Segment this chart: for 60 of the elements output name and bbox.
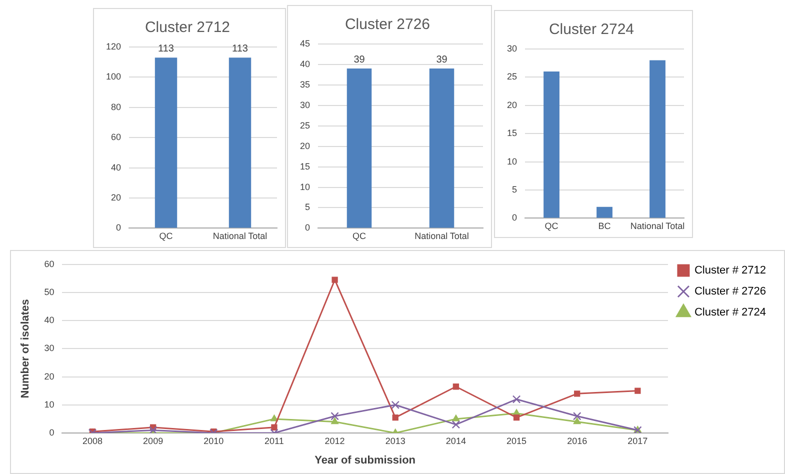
y-tick-label: 10 xyxy=(506,156,518,166)
y-tick-label: 5 xyxy=(304,202,310,212)
x-tick-label: 2013 xyxy=(385,436,406,446)
y-tick-label: 60 xyxy=(44,258,54,269)
x-tick-label: 2008 xyxy=(82,436,103,446)
y-tick-label: 30 xyxy=(44,343,54,354)
y-tick-label: 0 xyxy=(512,212,518,223)
x-tick-label: QC xyxy=(352,231,367,242)
y-tick-label: 0 xyxy=(304,222,310,233)
y-axis-title: Number of isolates xyxy=(20,299,32,398)
data-label: 113 xyxy=(232,43,248,54)
x-tick-label: 2016 xyxy=(567,436,588,446)
y-tick-label: 10 xyxy=(44,399,54,410)
x-tick-label: BC xyxy=(598,221,612,232)
x-tick-label: 2017 xyxy=(628,436,648,446)
x-tick-label: 2011 xyxy=(264,436,284,446)
x-tick-label: 2010 xyxy=(204,436,224,446)
x-tick-label: 2009 xyxy=(143,436,164,446)
y-tick-label: 0 xyxy=(49,427,54,438)
y-tick-label: 20 xyxy=(44,371,54,382)
x-tick-label: National Total xyxy=(414,231,469,242)
x-tick-label: QC xyxy=(544,221,559,232)
chart-title: Cluster 2726 xyxy=(344,16,430,34)
x-tick-label: QC xyxy=(159,231,174,242)
y-tick-label: 20 xyxy=(300,140,310,151)
y-tick-label: 40 xyxy=(300,58,310,69)
x-tick-label: 2012 xyxy=(324,436,345,446)
y-tick-label: 35 xyxy=(300,79,310,90)
x-tick-label: National Total xyxy=(630,221,685,232)
y-tick-label: 30 xyxy=(300,100,310,110)
chart-title: Cluster 2724 xyxy=(548,21,634,38)
data-label: 113 xyxy=(158,43,174,54)
legend-label: Cluster # 2724 xyxy=(694,306,766,319)
y-tick-label: 120 xyxy=(106,41,122,52)
chart-title: Cluster 2712 xyxy=(144,19,230,36)
y-tick-label: 25 xyxy=(506,72,518,82)
y-tick-label: 5 xyxy=(512,184,518,194)
y-tick-label: 15 xyxy=(506,128,518,138)
y-tick-label: 80 xyxy=(111,102,122,112)
y-tick-label: 20 xyxy=(111,192,122,202)
data-label: 39 xyxy=(436,54,448,66)
legend-label: Cluster # 2712 xyxy=(694,264,766,277)
x-tick-label: 2014 xyxy=(446,436,466,446)
y-tick-label: 60 xyxy=(111,132,122,142)
y-tick-label: 15 xyxy=(300,161,310,172)
y-tick-label: 30 xyxy=(506,43,518,54)
x-tick-label: National Total xyxy=(212,231,268,242)
y-tick-label: 25 xyxy=(300,120,310,130)
x-axis-title: Year of submission xyxy=(314,454,416,466)
y-tick-label: 45 xyxy=(300,38,310,48)
y-tick-label: 20 xyxy=(506,100,518,110)
legend-label: Cluster # 2726 xyxy=(694,286,766,298)
y-tick-label: 40 xyxy=(111,162,122,172)
x-tick-label: 2015 xyxy=(506,436,527,446)
y-tick-label: 10 xyxy=(300,182,310,192)
y-tick-label: 100 xyxy=(106,72,122,82)
y-tick-label: 0 xyxy=(116,222,122,233)
data-label: 39 xyxy=(354,54,366,66)
y-tick-label: 50 xyxy=(44,286,54,297)
y-tick-label: 40 xyxy=(44,315,54,326)
